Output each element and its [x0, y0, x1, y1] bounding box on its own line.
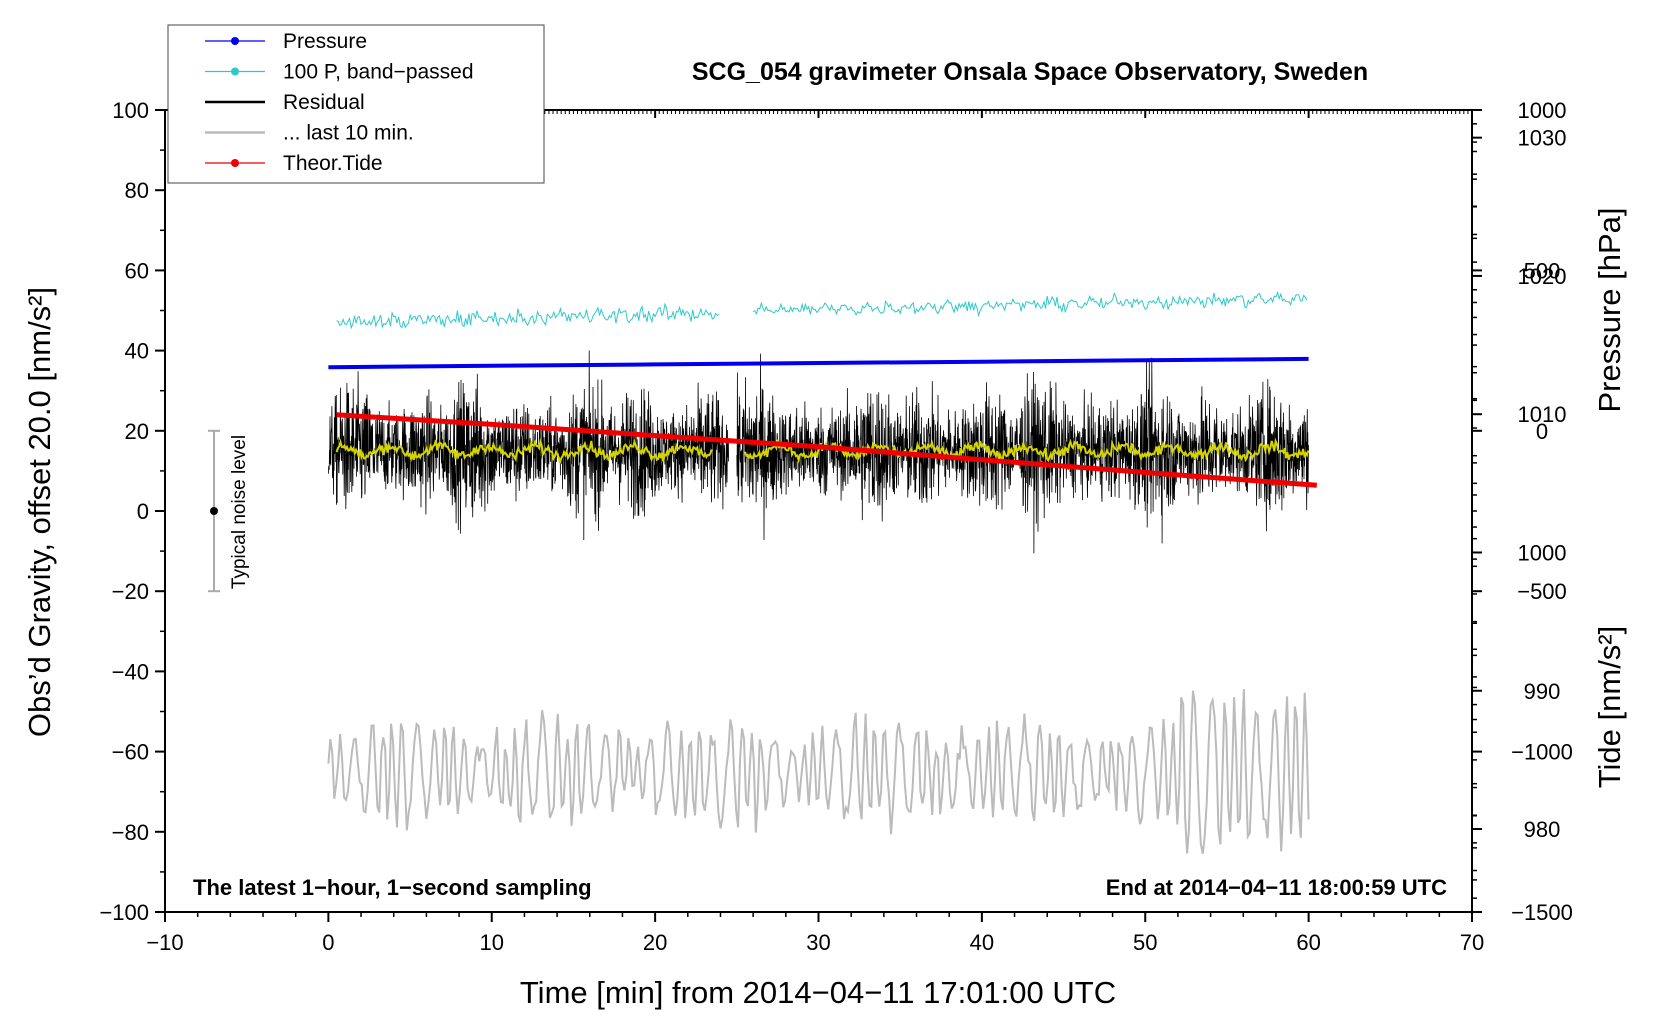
legend-label-1: Pressure: [283, 30, 367, 53]
y-axis-tide-label: Tide [nm/s²]: [1592, 626, 1627, 789]
x-tick-label: 40: [970, 930, 994, 955]
legend-marker-5: [231, 159, 239, 167]
series-bandpassed-segment-1: [336, 302, 720, 330]
legend-marker-2: [231, 67, 239, 76]
y-tick-label: 0: [137, 499, 149, 524]
legend-marker-1: [231, 37, 239, 45]
y-tick-label: −60: [112, 740, 149, 765]
series-last-10-min: [327, 689, 1310, 854]
y-axis-tide: −1500 −1000 −500 0 500 1000: [1472, 98, 1573, 925]
noise-bar-center-dot: [210, 507, 219, 515]
sampling-note: The latest 1−hour, 1−second sampling: [193, 875, 592, 900]
y-tick-label: 20: [125, 419, 149, 444]
x-tick-label: 0: [322, 930, 334, 955]
legend-box: [167, 24, 545, 184]
end-time-note: End at 2014−04−11 18:00:59 UTC: [1106, 875, 1447, 900]
y-axis-left: −100 −80 −60 −40 −20 0 20 40 60 80 100: [99, 98, 165, 925]
x-tick-label: 20: [643, 930, 667, 955]
series-residual-segment-2: [736, 353, 1309, 554]
x-tick-label: 10: [480, 930, 504, 955]
series-bandpassed-segment-2: [752, 290, 1308, 318]
x-tick-label: 50: [1133, 930, 1157, 955]
y-tick-label: −80: [112, 820, 149, 845]
legend: Pressure 100 P, band−passed Residual ... la…: [167, 24, 545, 184]
x-axis: −10 0 10 20 30 40 50 60 70: [146, 110, 1484, 955]
series-pressure: [328, 356, 1309, 370]
x-tick-label: 70: [1460, 930, 1484, 955]
series-residual-segment-1: [328, 350, 729, 541]
noise-level-label: Typical noise level: [229, 435, 250, 589]
pressure-tick-label: 990: [1524, 679, 1561, 704]
pressure-tick-label: 980: [1524, 817, 1561, 842]
series-layer: [327, 290, 1317, 854]
y-axis-pressure-label: Pressure [hPa]: [1592, 207, 1627, 412]
pressure-tick-label: 1000: [1518, 540, 1567, 565]
tide-tick-label: −1000: [1511, 740, 1573, 765]
y-axis-pressure: 980 990 1000 1010 1020 1030: [1472, 123, 1567, 899]
pressure-tick-label: 1010: [1518, 402, 1567, 427]
x-tick-label: 30: [806, 930, 830, 955]
noise-bar: [208, 429, 221, 593]
tide-tick-label: 0: [1536, 419, 1548, 444]
legend-label-3: Residual: [283, 91, 365, 114]
x-tick-label: 60: [1296, 930, 1320, 955]
x-axis-label: Time [min] from 2014−04−11 17:01:00 UTC: [520, 975, 1116, 1010]
chart-title: SCG_054 gravimeter Onsala Space Observat…: [692, 58, 1368, 86]
series-theor-tide: [336, 412, 1317, 488]
y-tick-label: 60: [125, 258, 149, 283]
tide-tick-label: −1500: [1511, 900, 1573, 925]
series-smoothed-segment-1: [335, 438, 713, 466]
legend-label-5: Theor.Tide: [283, 152, 383, 175]
y-tick-label: 40: [125, 339, 149, 364]
tide-tick-label: 1000: [1518, 98, 1567, 123]
y-tick-label: −40: [112, 659, 149, 684]
tide-tick-label: −500: [1517, 579, 1567, 604]
tide-tick-label: 500: [1524, 258, 1561, 283]
y-tick-label: −100: [99, 900, 149, 925]
legend-label-2: 100 P, band−passed: [283, 61, 474, 84]
y-tick-label: −20: [112, 579, 149, 604]
y-tick-label: 100: [112, 98, 149, 123]
y-tick-label: 80: [125, 178, 149, 203]
pressure-tick-label: 1020: [1518, 264, 1567, 289]
legend-label-4: ... last 10 min.: [283, 122, 414, 145]
pressure-tick-label: 1030: [1518, 126, 1567, 151]
y-axis-left-label: Obs’d Gravity, offset 20.0 [nm/s²]: [22, 287, 57, 737]
x-tick-label: −10: [146, 930, 183, 955]
